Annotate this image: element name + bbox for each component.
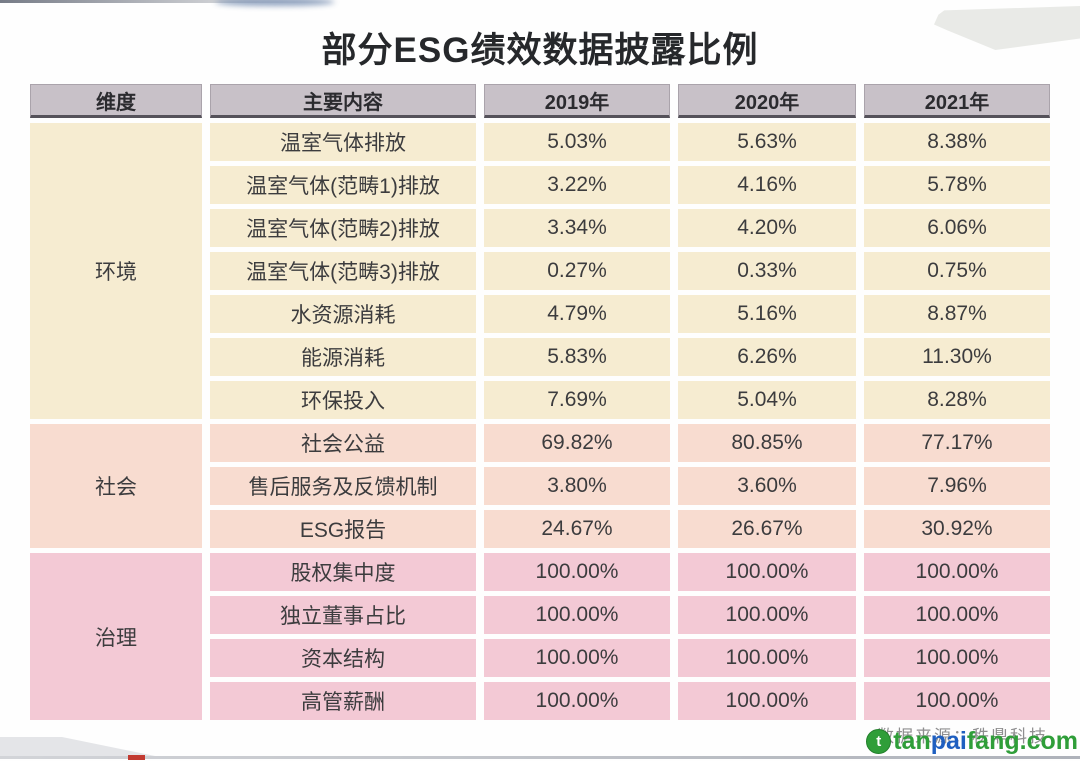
value-cell: 7.69% [484,381,670,419]
value-cell: 100.00% [484,596,670,634]
value-cell: 0.75% [864,252,1050,290]
content-cell: 售后服务及反馈机制 [210,467,476,505]
header-cell-2: 2019年 [484,84,670,118]
value-cell: 5.83% [484,338,670,376]
value-cell: 5.03% [484,123,670,161]
content-cell: 高管薪酬 [210,682,476,720]
tanpaifang-watermark: t tan pai fang .com [866,729,1078,754]
value-cell: 5.16% [678,295,856,333]
tanpaifang-logo-icon: t [866,729,892,754]
value-cell: 6.06% [864,209,1050,247]
content-cell: 温室气体(范畴1)排放 [210,166,476,204]
value-cell: 3.34% [484,209,670,247]
content-cell: 社会公益 [210,424,476,462]
content-cell: 温室气体(范畴2)排放 [210,209,476,247]
value-cell: 8.87% [864,295,1050,333]
value-cell: 5.04% [678,381,856,419]
dimension-cell-1: 社会 [30,424,202,548]
header-cell-3: 2020年 [678,84,856,118]
value-cell: 80.85% [678,424,856,462]
bottom-wedge-artifact [0,737,160,757]
value-cell: 100.00% [864,639,1050,677]
value-cell: 24.67% [484,510,670,548]
header-cell-4: 2021年 [864,84,1050,118]
value-cell: 6.26% [678,338,856,376]
content-cell: ESG报告 [210,510,476,548]
watermark-text-part-0: tan [893,727,931,755]
value-cell: 4.79% [484,295,670,333]
watermark-text-part-1: pai [930,727,967,755]
esg-data-table: 维度 主要内容 2019年 2020年 2021年 环境 温室气体排放 5.03% 5.63% 8… [30,84,1050,720]
value-cell: 100.00% [484,682,670,720]
value-cell: 7.96% [864,467,1050,505]
content-cell: 独立董事占比 [210,596,476,634]
value-cell: 3.22% [484,166,670,204]
value-cell: 0.27% [484,252,670,290]
value-cell: 100.00% [678,639,856,677]
content-cell: 股权集中度 [210,553,476,591]
value-cell: 5.78% [864,166,1050,204]
content-cell: 温室气体排放 [210,123,476,161]
header-cell-0: 维度 [30,84,202,118]
value-cell: 26.67% [678,510,856,548]
header-cell-1: 主要内容 [210,84,476,118]
value-cell: 0.33% [678,252,856,290]
value-cell: 8.28% [864,381,1050,419]
content-cell: 环保投入 [210,381,476,419]
video-progress-track [0,756,1080,759]
value-cell: 100.00% [678,596,856,634]
value-cell: 100.00% [678,553,856,591]
content-cell: 能源消耗 [210,338,476,376]
value-cell: 100.00% [864,596,1050,634]
top-smudge-artifact [215,0,335,6]
value-cell: 100.00% [484,639,670,677]
dimension-cell-0: 环境 [30,123,202,419]
top-edge-artifact [0,0,335,3]
value-cell: 30.92% [864,510,1050,548]
value-cell: 77.17% [864,424,1050,462]
value-cell: 8.38% [864,123,1050,161]
video-progress-marker [128,755,145,760]
content-cell: 水资源消耗 [210,295,476,333]
value-cell: 4.20% [678,209,856,247]
data-source-text: 数据来源：秩鼎科技 [877,727,1048,746]
value-cell: 11.30% [864,338,1050,376]
value-cell: 3.60% [678,467,856,505]
value-cell: 100.00% [864,553,1050,591]
value-cell: 4.16% [678,166,856,204]
value-cell: 100.00% [864,682,1050,720]
value-cell: 100.00% [678,682,856,720]
dimension-cell-2: 治理 [30,553,202,720]
watermark-text-part-3: .com [1019,727,1078,755]
value-cell: 69.82% [484,424,670,462]
content-cell: 资本结构 [210,639,476,677]
page-title: 部分ESG绩效数据披露比例 [321,31,759,70]
value-cell: 100.00% [484,553,670,591]
watermark-text-part-2: fang [966,727,1020,755]
value-cell: 3.80% [484,467,670,505]
content-cell: 温室气体(范畴3)排放 [210,252,476,290]
value-cell: 5.63% [678,123,856,161]
